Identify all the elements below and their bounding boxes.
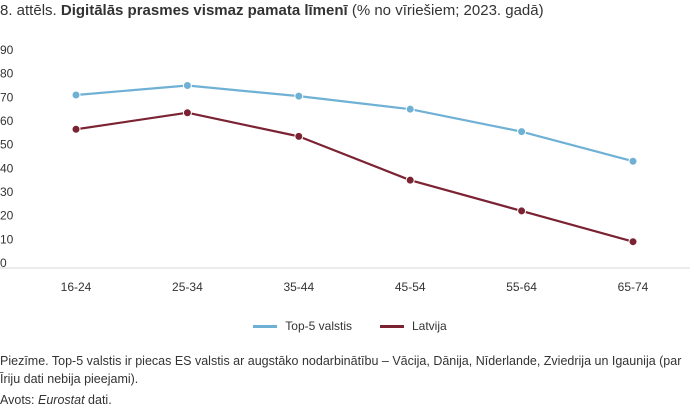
source-suffix: dati. — [88, 393, 112, 407]
source-line: Avots: Eurostat dati. — [0, 393, 112, 407]
legend-label-top5: Top-5 valstis — [285, 319, 352, 333]
legend-item-top5: Top-5 valstis — [253, 319, 352, 333]
legend-item-latvija: Latvija — [380, 319, 447, 333]
title-prefix: 8. attēls. — [0, 2, 57, 19]
data-point-latvija — [405, 175, 415, 185]
series-line-top5 — [75, 84, 634, 163]
data-point-top5 — [405, 104, 415, 114]
data-point-top5 — [517, 127, 527, 137]
data-point-latvija — [294, 131, 304, 141]
source-prefix: Avots: — [0, 393, 35, 407]
data-point-latvija — [628, 237, 638, 247]
y-tick-label: 30 — [0, 185, 14, 199]
x-tick-label: 45-54 — [395, 280, 426, 294]
y-tick-label: 70 — [0, 90, 14, 104]
data-point-top5 — [71, 90, 81, 100]
y-tick-label: 10 — [0, 232, 14, 246]
legend-label-latvija: Latvija — [412, 319, 447, 333]
data-point-latvija — [71, 124, 81, 134]
data-point-top5 — [628, 156, 638, 166]
series-line-latvija — [75, 111, 634, 243]
data-point-latvija — [182, 108, 192, 118]
title-suffix: (% no vīriešiem; 2023. gadā) — [351, 2, 544, 19]
legend-swatch-latvija — [380, 324, 404, 328]
x-tick-label: 55-64 — [506, 280, 537, 294]
footnote: Piezīme. Top-5 valstis ir piecas ES vals… — [0, 354, 682, 386]
y-tick-label: 40 — [0, 161, 14, 175]
chart-title: 8. attēls. Digitālās prasmes vismaz pama… — [0, 2, 544, 19]
title-bold: Digitālās prasmes vismaz pamata līmenī — [60, 2, 348, 19]
y-tick-label: 0 — [0, 256, 7, 270]
y-tick-label: 90 — [0, 43, 14, 57]
y-tick-label: 60 — [0, 114, 14, 128]
x-tick-label: 25-34 — [172, 280, 203, 294]
legend-swatch-top5 — [253, 324, 278, 328]
data-point-latvija — [517, 206, 527, 216]
y-tick-label: 80 — [0, 67, 14, 81]
data-point-top5 — [294, 91, 304, 101]
x-tick-label: 35-44 — [283, 280, 314, 294]
chart-legend: Top-5 valstis Latvija — [0, 319, 700, 333]
x-tick-label: 16-24 — [61, 280, 92, 294]
y-tick-label: 20 — [0, 209, 14, 223]
line-chart: 0 10 20 30 40 50 60 70 80 90 16-24 25-34 35-44 45-54 5… — [0, 43, 690, 294]
source-italic: Eurostat — [38, 393, 85, 407]
y-tick-label: 50 — [0, 138, 14, 152]
data-point-top5 — [182, 81, 192, 90]
x-tick-label: 65-74 — [618, 280, 649, 294]
